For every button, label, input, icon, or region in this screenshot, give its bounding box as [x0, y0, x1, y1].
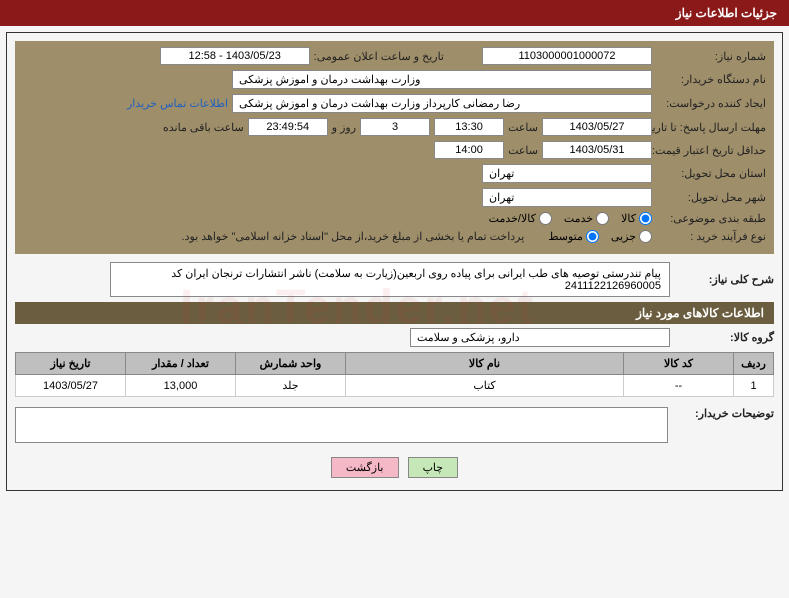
items-section-title: اطلاعات کالاهای مورد نیاز — [15, 302, 774, 324]
requester-value: رضا رمضانی کارپرداز وزارت بهداشت درمان و… — [232, 94, 652, 113]
radio-both-label: کالا/خدمت — [489, 212, 536, 225]
th-code: کد کالا — [624, 353, 734, 375]
button-row: چاپ بازگشت — [15, 453, 774, 482]
category-radios: کالا خدمت کالا/خدمت — [489, 212, 652, 225]
th-qty: تعداد / مقدار — [126, 353, 236, 375]
radio-goods[interactable] — [639, 212, 652, 225]
cell-name: کتاب — [346, 375, 624, 397]
need-no-value: 1103000001000072 — [482, 47, 652, 65]
cell-unit: جلد — [236, 375, 346, 397]
group-value: دارو، پزشکی و سلامت — [410, 328, 670, 347]
requester-label: ایجاد کننده درخواست: — [656, 97, 766, 110]
radio-goods-label: کالا — [621, 212, 636, 225]
countdown: 23:49:54 — [248, 118, 328, 136]
time-label-1: ساعت — [508, 121, 538, 134]
th-date: تاریخ نیاز — [16, 353, 126, 375]
time-label-2: ساعت — [508, 144, 538, 157]
validity-date: 1403/05/31 — [542, 141, 652, 159]
back-button[interactable]: بازگشت — [331, 457, 399, 478]
validity-time: 14:00 — [434, 141, 504, 159]
remaining-label: ساعت باقی مانده — [163, 121, 244, 134]
announce-label: تاریخ و ساعت اعلان عمومی: — [314, 50, 444, 63]
radio-service[interactable] — [596, 212, 609, 225]
province-value: تهران — [482, 164, 652, 183]
info-section: شماره نیاز: 1103000001000072 تاریخ و ساع… — [15, 41, 774, 254]
radio-partial-label: جزیی — [611, 230, 636, 243]
radio-medium-label: متوسط — [548, 230, 583, 243]
group-label: گروه کالا: — [674, 331, 774, 344]
province-label: استان محل تحویل: — [656, 167, 766, 180]
print-button[interactable]: چاپ — [408, 457, 459, 478]
days-remaining: 3 — [360, 118, 430, 136]
contact-link[interactable]: اطلاعات تماس خریدار — [127, 97, 228, 110]
radio-medium[interactable] — [586, 230, 599, 243]
deadline-date: 1403/05/27 — [542, 118, 652, 136]
desc-label: شرح کلی نیاز: — [674, 273, 774, 286]
radio-both[interactable] — [539, 212, 552, 225]
th-unit: واحد شمارش — [236, 353, 346, 375]
radio-service-label: خدمت — [564, 212, 593, 225]
cell-row: 1 — [734, 375, 774, 397]
announce-value: 1403/05/23 - 12:58 — [160, 47, 310, 65]
radio-partial[interactable] — [639, 230, 652, 243]
items-table: ردیف کد کالا نام کالا واحد شمارش تعداد /… — [15, 352, 774, 397]
process-note: پرداخت تمام یا بخشی از مبلغ خرید،از محل … — [182, 230, 525, 243]
table-row[interactable]: 1 -- کتاب جلد 13,000 1403/05/27 — [16, 375, 774, 397]
process-label: نوع فرآیند خرید : — [656, 230, 766, 243]
th-row: ردیف — [734, 353, 774, 375]
buyer-org-value: وزارت بهداشت درمان و اموزش پزشکی — [232, 70, 652, 89]
th-name: نام کالا — [346, 353, 624, 375]
desc-text: پیام تندرستی توصیه های طب ایرانی برای پی… — [110, 262, 670, 297]
deadline-label: مهلت ارسال پاسخ: تا تاریخ: — [656, 121, 766, 134]
process-radios: جزیی متوسط — [548, 230, 652, 243]
cell-code: -- — [624, 375, 734, 397]
city-value: تهران — [482, 188, 652, 207]
need-no-label: شماره نیاز: — [656, 50, 766, 63]
city-label: شهر محل تحویل: — [656, 191, 766, 204]
page-header: جزئیات اطلاعات نیاز — [0, 0, 789, 26]
notes-box — [15, 407, 668, 443]
cell-date: 1403/05/27 — [16, 375, 126, 397]
notes-label: توضیحات خریدار: — [674, 407, 774, 420]
category-label: طبقه بندی موضوعی: — [656, 212, 766, 225]
cell-qty: 13,000 — [126, 375, 236, 397]
main-panel: شماره نیاز: 1103000001000072 تاریخ و ساع… — [6, 32, 783, 491]
days-and-label: روز و — [332, 121, 356, 134]
deadline-time: 13:30 — [434, 118, 504, 136]
validity-label: حداقل تاریخ اعتبار قیمت: تا تاریخ: — [656, 144, 766, 157]
buyer-org-label: نام دستگاه خریدار: — [656, 73, 766, 86]
